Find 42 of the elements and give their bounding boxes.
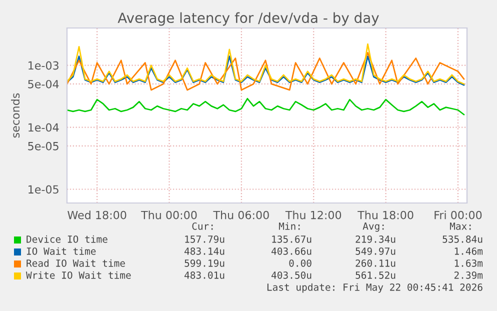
text: 599.19u: [184, 259, 224, 267]
text: Avg:: [362, 222, 384, 232]
text: Last update: Fri May 22 00:45:41 2026: [267, 283, 482, 293]
text: 561.52u: [356, 271, 396, 279]
text: Min:: [278, 222, 300, 230]
text: 1.63m: [454, 259, 483, 267]
legend-label: Device IO time: [26, 235, 108, 243]
text: Cur:: [192, 222, 213, 230]
y-axis-title: seconds: [11, 93, 20, 138]
legend-label: IO Wait time: [26, 247, 96, 255]
text: 549.97u: [356, 247, 396, 255]
text: 535.84u: [442, 235, 482, 243]
x-tick-label: Thu 18:00: [358, 210, 414, 220]
y-tick-label: 1e-05: [28, 185, 58, 194]
chart-title: Average latency for /dev/vda - by day: [118, 12, 379, 26]
y-tick-label: 1e-04: [28, 123, 59, 132]
line-series: [67, 98, 465, 116]
line-series: [67, 43, 465, 85]
legend-label: Write IO Wait time: [26, 271, 131, 279]
text: 219.34u: [356, 235, 396, 243]
line-series: [67, 56, 465, 86]
text: 2.39m: [454, 271, 483, 279]
text: Max:: [450, 222, 471, 230]
text: 260.11u: [356, 259, 396, 267]
x-tick-label: Thu 00:00: [141, 210, 197, 220]
text: 0.00: [289, 259, 312, 267]
text: 403.50u: [272, 271, 312, 279]
y-tick-label: 1e-03: [28, 61, 58, 70]
text: 483.01u: [184, 271, 224, 279]
x-tick-label: Thu 12:00: [285, 210, 342, 220]
text: 157.79u: [185, 235, 224, 243]
text: 135.67u: [272, 235, 312, 243]
legend-label: Read IO Wait time: [26, 259, 125, 267]
text: 483.14u: [184, 247, 224, 255]
y-tick-label: 5e-05: [28, 142, 58, 150]
y-tick-label: 5e-04: [28, 80, 59, 88]
text: 403.66u: [272, 247, 312, 255]
x-tick-label: Fri 00:00: [434, 210, 482, 220]
text: 1.46m: [454, 247, 483, 255]
line-series: [67, 52, 465, 91]
x-tick-label: Thu 06:00: [213, 210, 269, 220]
x-tick-label: Wed 18:00: [68, 210, 126, 220]
